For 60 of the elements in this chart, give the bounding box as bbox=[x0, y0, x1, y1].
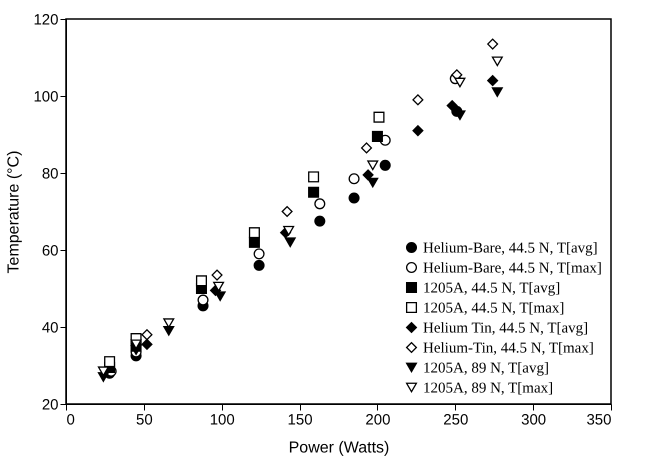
point bbox=[492, 87, 503, 98]
y-tick-label: 60 bbox=[42, 242, 58, 260]
point bbox=[362, 169, 374, 180]
point bbox=[248, 227, 260, 238]
point bbox=[367, 178, 378, 188]
x-tick-label: 50 bbox=[136, 412, 153, 428]
point bbox=[248, 236, 260, 248]
point bbox=[454, 78, 466, 88]
x-axis-title: Power (Watts) bbox=[288, 440, 390, 456]
point bbox=[361, 142, 372, 154]
point bbox=[282, 206, 293, 218]
point bbox=[348, 173, 360, 184]
point bbox=[308, 186, 320, 198]
point bbox=[372, 130, 383, 142]
legend-label: 1205A, 44.5 N, T[max] bbox=[423, 300, 564, 316]
legend-label: Helium Tin, 44.5 N, T[avg] bbox=[423, 320, 588, 336]
point bbox=[141, 329, 152, 340]
x-tick-label: 200 bbox=[365, 412, 390, 428]
y-axis-title: Temperature (°C) bbox=[5, 150, 22, 274]
point bbox=[492, 56, 503, 66]
legend-label: Helium-Bare, 44.5 N, T[max] bbox=[423, 260, 602, 276]
x-tick-label: 100 bbox=[210, 412, 235, 428]
legend-label: Helium-Bare, 44.5 N, T[avg] bbox=[423, 240, 598, 256]
point bbox=[373, 112, 385, 123]
point bbox=[212, 270, 223, 281]
point bbox=[314, 216, 326, 227]
point bbox=[283, 226, 294, 236]
x-tick-label: 0 bbox=[66, 412, 75, 428]
legend-label: Helium-Tin, 44.5 N, T[max] bbox=[423, 340, 594, 356]
y-tick-label: 100 bbox=[33, 88, 58, 106]
point bbox=[214, 291, 226, 302]
legend-label: 1205A, 44.5 N, T[avg] bbox=[423, 280, 560, 296]
point bbox=[412, 94, 424, 106]
point bbox=[284, 237, 296, 248]
x-tick-label: 350 bbox=[586, 412, 612, 428]
point bbox=[196, 275, 207, 286]
point bbox=[198, 294, 209, 306]
point bbox=[487, 75, 498, 86]
point bbox=[380, 160, 391, 171]
point bbox=[141, 338, 152, 350]
legend-label: 1205A, 89 N, T[max] bbox=[423, 380, 554, 396]
y-tick-label: 40 bbox=[42, 320, 58, 336]
y-tick-label: 80 bbox=[42, 166, 58, 182]
point bbox=[348, 192, 360, 204]
point bbox=[163, 326, 174, 336]
x-tick-label: 150 bbox=[288, 412, 313, 428]
point bbox=[446, 100, 458, 112]
x-tick-label: 250 bbox=[443, 412, 468, 428]
point bbox=[367, 160, 378, 170]
x-tick-label: 300 bbox=[521, 412, 546, 428]
point bbox=[254, 248, 265, 260]
point bbox=[314, 198, 326, 210]
point bbox=[487, 38, 498, 50]
point bbox=[254, 260, 265, 271]
point bbox=[412, 125, 424, 136]
point bbox=[104, 356, 116, 368]
point bbox=[308, 171, 320, 182]
y-tick-label: 20 bbox=[42, 396, 58, 414]
legend-label: 1205A, 89 N, T[avg] bbox=[423, 360, 549, 376]
y-tick-label: 120 bbox=[33, 12, 58, 28]
